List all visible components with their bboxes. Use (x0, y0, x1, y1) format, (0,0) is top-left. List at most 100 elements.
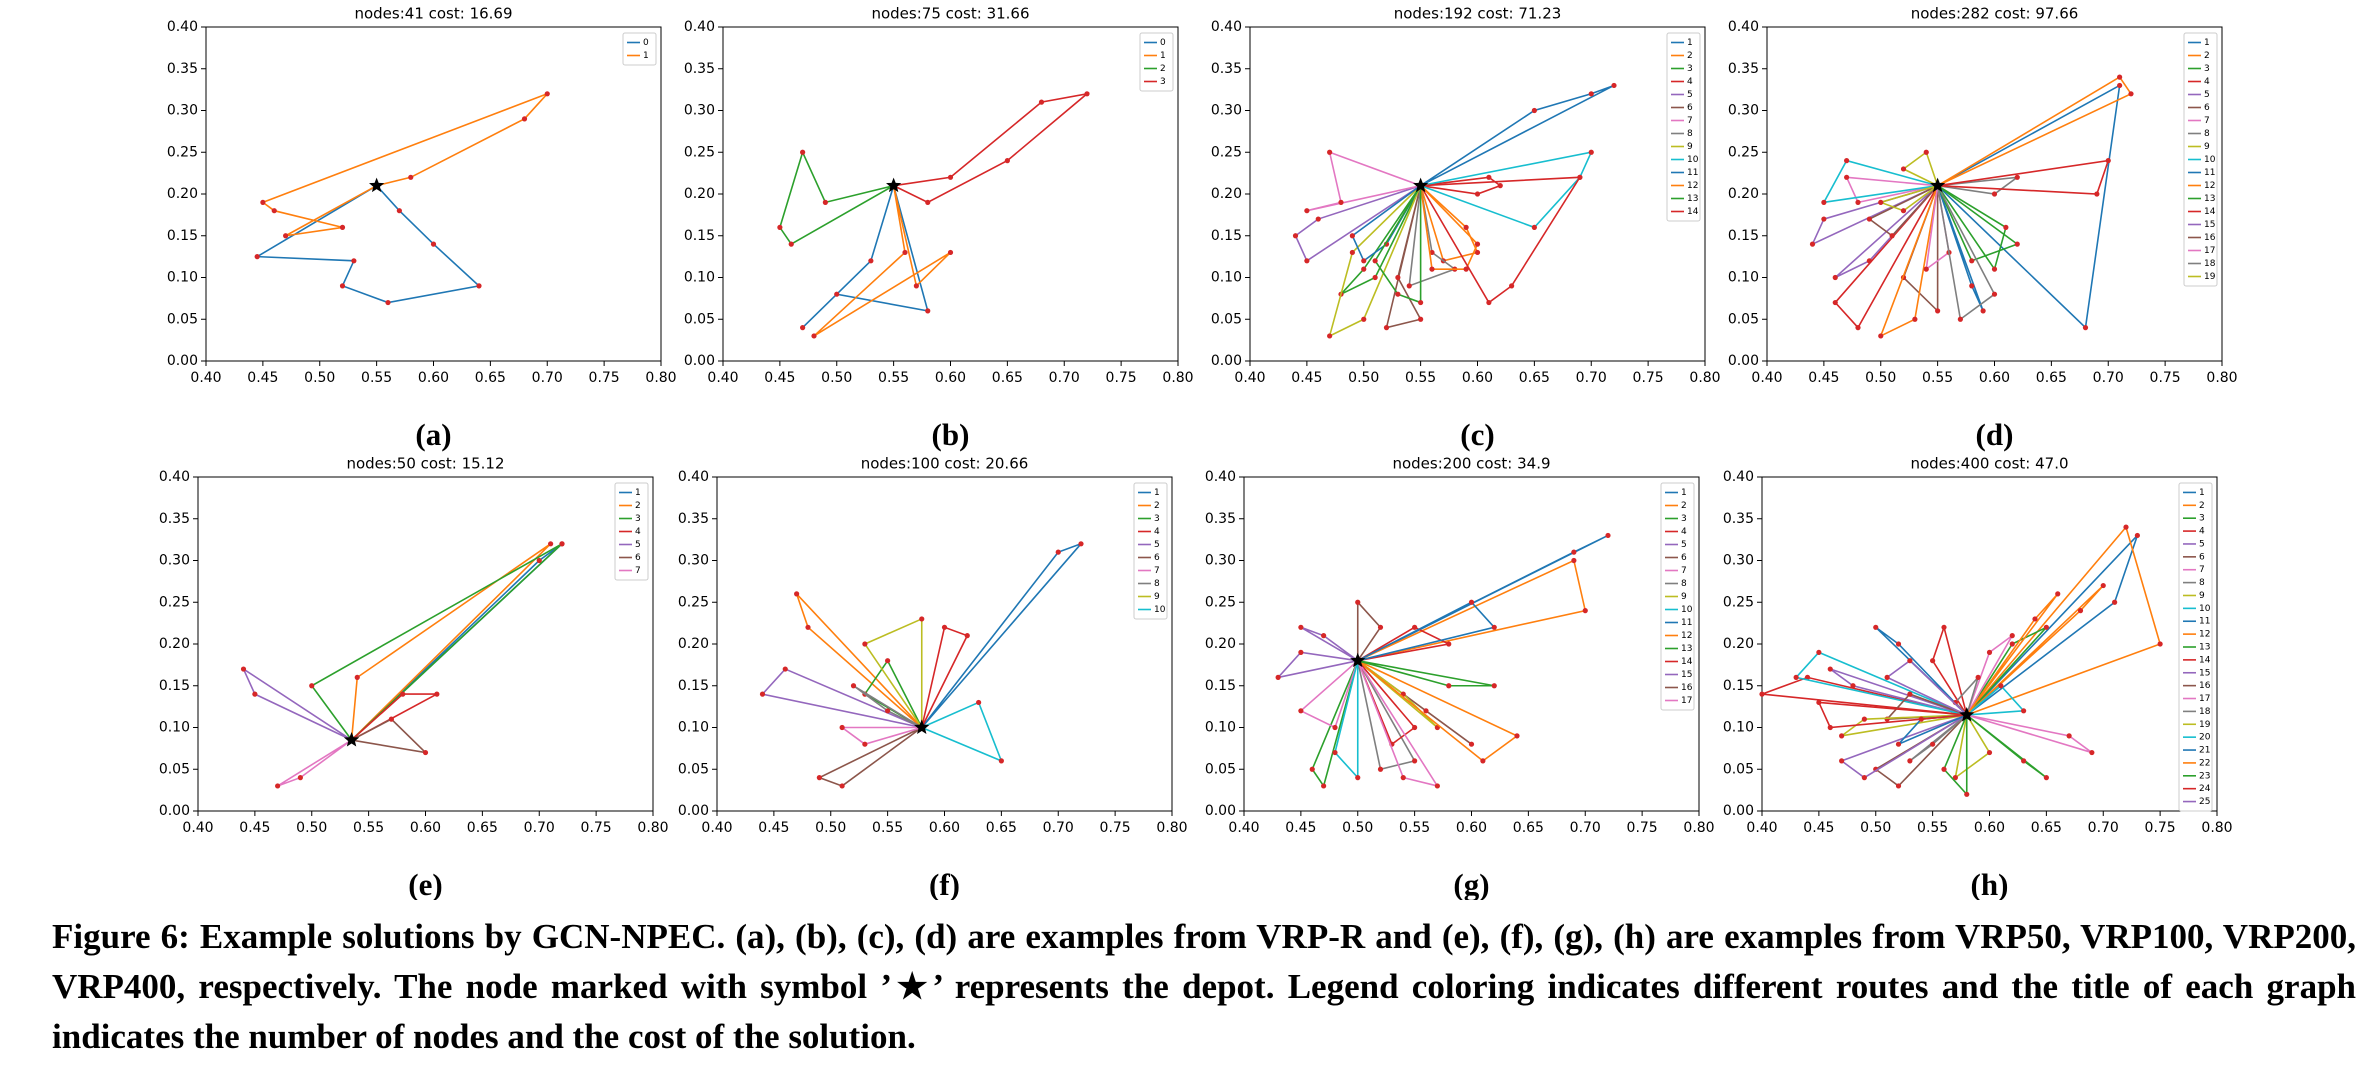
customer-node (1850, 683, 1856, 689)
route-line (1943, 714, 1968, 797)
customer-node (1480, 758, 1486, 764)
legend-label: 0 (1160, 38, 1166, 48)
customer-node (839, 783, 845, 789)
x-tick-label: 0.45 (1803, 820, 1834, 836)
route-line (1357, 659, 1519, 762)
route-line (1299, 660, 1359, 729)
customer-node (271, 208, 277, 214)
legend-label: 2 (1687, 51, 1693, 61)
customer-node (2112, 599, 2118, 605)
legend-label: 3 (1687, 64, 1693, 74)
legend-label: 14 (2199, 655, 2211, 665)
x-tick-label: 0.70 (524, 820, 555, 836)
route-line (1311, 660, 1359, 788)
customer-node (1491, 624, 1497, 630)
x-tick-label: 0.60 (418, 370, 449, 386)
legend-label: 4 (1681, 527, 1687, 537)
customer-node (1332, 724, 1338, 731)
legend-label: 5 (635, 540, 641, 550)
depot-star (343, 732, 360, 747)
legend-box (622, 32, 657, 66)
route-line (1909, 714, 1968, 762)
customer-node (834, 291, 840, 297)
route-line (1966, 684, 2026, 716)
customer-node (1321, 633, 1327, 639)
customer-node (1839, 733, 1845, 739)
route-line (1357, 534, 1609, 662)
customer-node (1571, 549, 1577, 555)
y-tick-label: 0.15 (1211, 228, 1242, 244)
customer-node (1509, 283, 1515, 289)
y-tick-label: 0.25 (167, 144, 198, 160)
y-tick-label: 0.20 (678, 636, 709, 652)
y-tick-label: 0.35 (1205, 511, 1236, 527)
x-tick-label: 0.40 (182, 820, 213, 836)
x-tick-label: 0.75 (1627, 820, 1658, 836)
x-tick-label: 0.55 (878, 370, 909, 386)
customer-node (2021, 758, 2027, 764)
customer-node (794, 591, 800, 597)
y-tick-label: 0.15 (678, 678, 709, 694)
customer-node (1866, 216, 1872, 222)
y-tick-label: 0.35 (1211, 61, 1242, 77)
legend-label: 17 (2199, 694, 2210, 704)
customer-node (1941, 766, 1947, 772)
customer-node (536, 557, 542, 564)
axes-frame (1761, 476, 2218, 812)
customer-node (885, 658, 891, 664)
x-tick-label: 0.75 (1633, 370, 1664, 386)
customer-node (1895, 783, 1902, 789)
customer-node (1866, 258, 1872, 264)
legend-label: 9 (1687, 142, 1693, 152)
legend-box (1666, 32, 1701, 222)
customer-node (1804, 674, 1811, 681)
customer-node (2021, 708, 2027, 714)
legend-label: 20 (2199, 733, 2211, 743)
route-line (1829, 668, 1968, 716)
x-tick-label: 0.45 (1285, 820, 1316, 836)
x-tick-label: 0.70 (532, 370, 563, 386)
customer-node (252, 691, 258, 697)
y-tick-label: 0.10 (159, 720, 190, 736)
customer-node (1878, 199, 1884, 205)
customer-node (434, 691, 440, 697)
legend-label: 10 (2204, 155, 2216, 165)
route-line (795, 593, 923, 729)
x-tick-label: 0.60 (1462, 370, 1493, 386)
customer-node (388, 716, 394, 722)
customer-node (1406, 283, 1412, 289)
route-line (1300, 626, 1359, 662)
route-line (1794, 651, 1968, 716)
legend-label: 1 (1160, 51, 1166, 61)
y-tick-label: 0.40 (159, 469, 190, 485)
y-tick-label: 0.00 (167, 353, 198, 369)
y-tick-label: 0.05 (1211, 311, 1242, 327)
route-line (241, 666, 353, 741)
y-tick-label: 0.35 (1728, 61, 1759, 77)
customer-node (919, 616, 925, 622)
customer-node (1884, 716, 1890, 722)
route-line (1761, 676, 1967, 716)
legend-label: 3 (1160, 77, 1166, 87)
customer-node (385, 299, 391, 306)
depot-star (1350, 652, 1366, 668)
x-tick-label: 0.40 (1228, 820, 1259, 836)
customer-node (925, 308, 931, 314)
customer-node (1759, 691, 1765, 697)
x-tick-label: 0.45 (239, 820, 270, 836)
y-tick-label: 0.10 (684, 270, 715, 286)
customer-node (2009, 633, 2015, 639)
legend-label: 16 (2204, 233, 2216, 243)
customer-node (1298, 624, 1304, 630)
legend-label: 14 (2204, 207, 2216, 217)
customer-node (1463, 266, 1469, 272)
customer-node (1383, 325, 1390, 331)
y-tick-label: 0.35 (684, 61, 715, 77)
panel-label: (c) (1460, 417, 1494, 452)
customer-node (1998, 683, 2004, 689)
customer-node (1991, 191, 1998, 197)
y-tick-label: 0.30 (1211, 103, 1242, 119)
legend-label: 6 (2204, 103, 2210, 113)
y-tick-label: 0.20 (1728, 186, 1759, 202)
customer-node (2077, 608, 2084, 614)
